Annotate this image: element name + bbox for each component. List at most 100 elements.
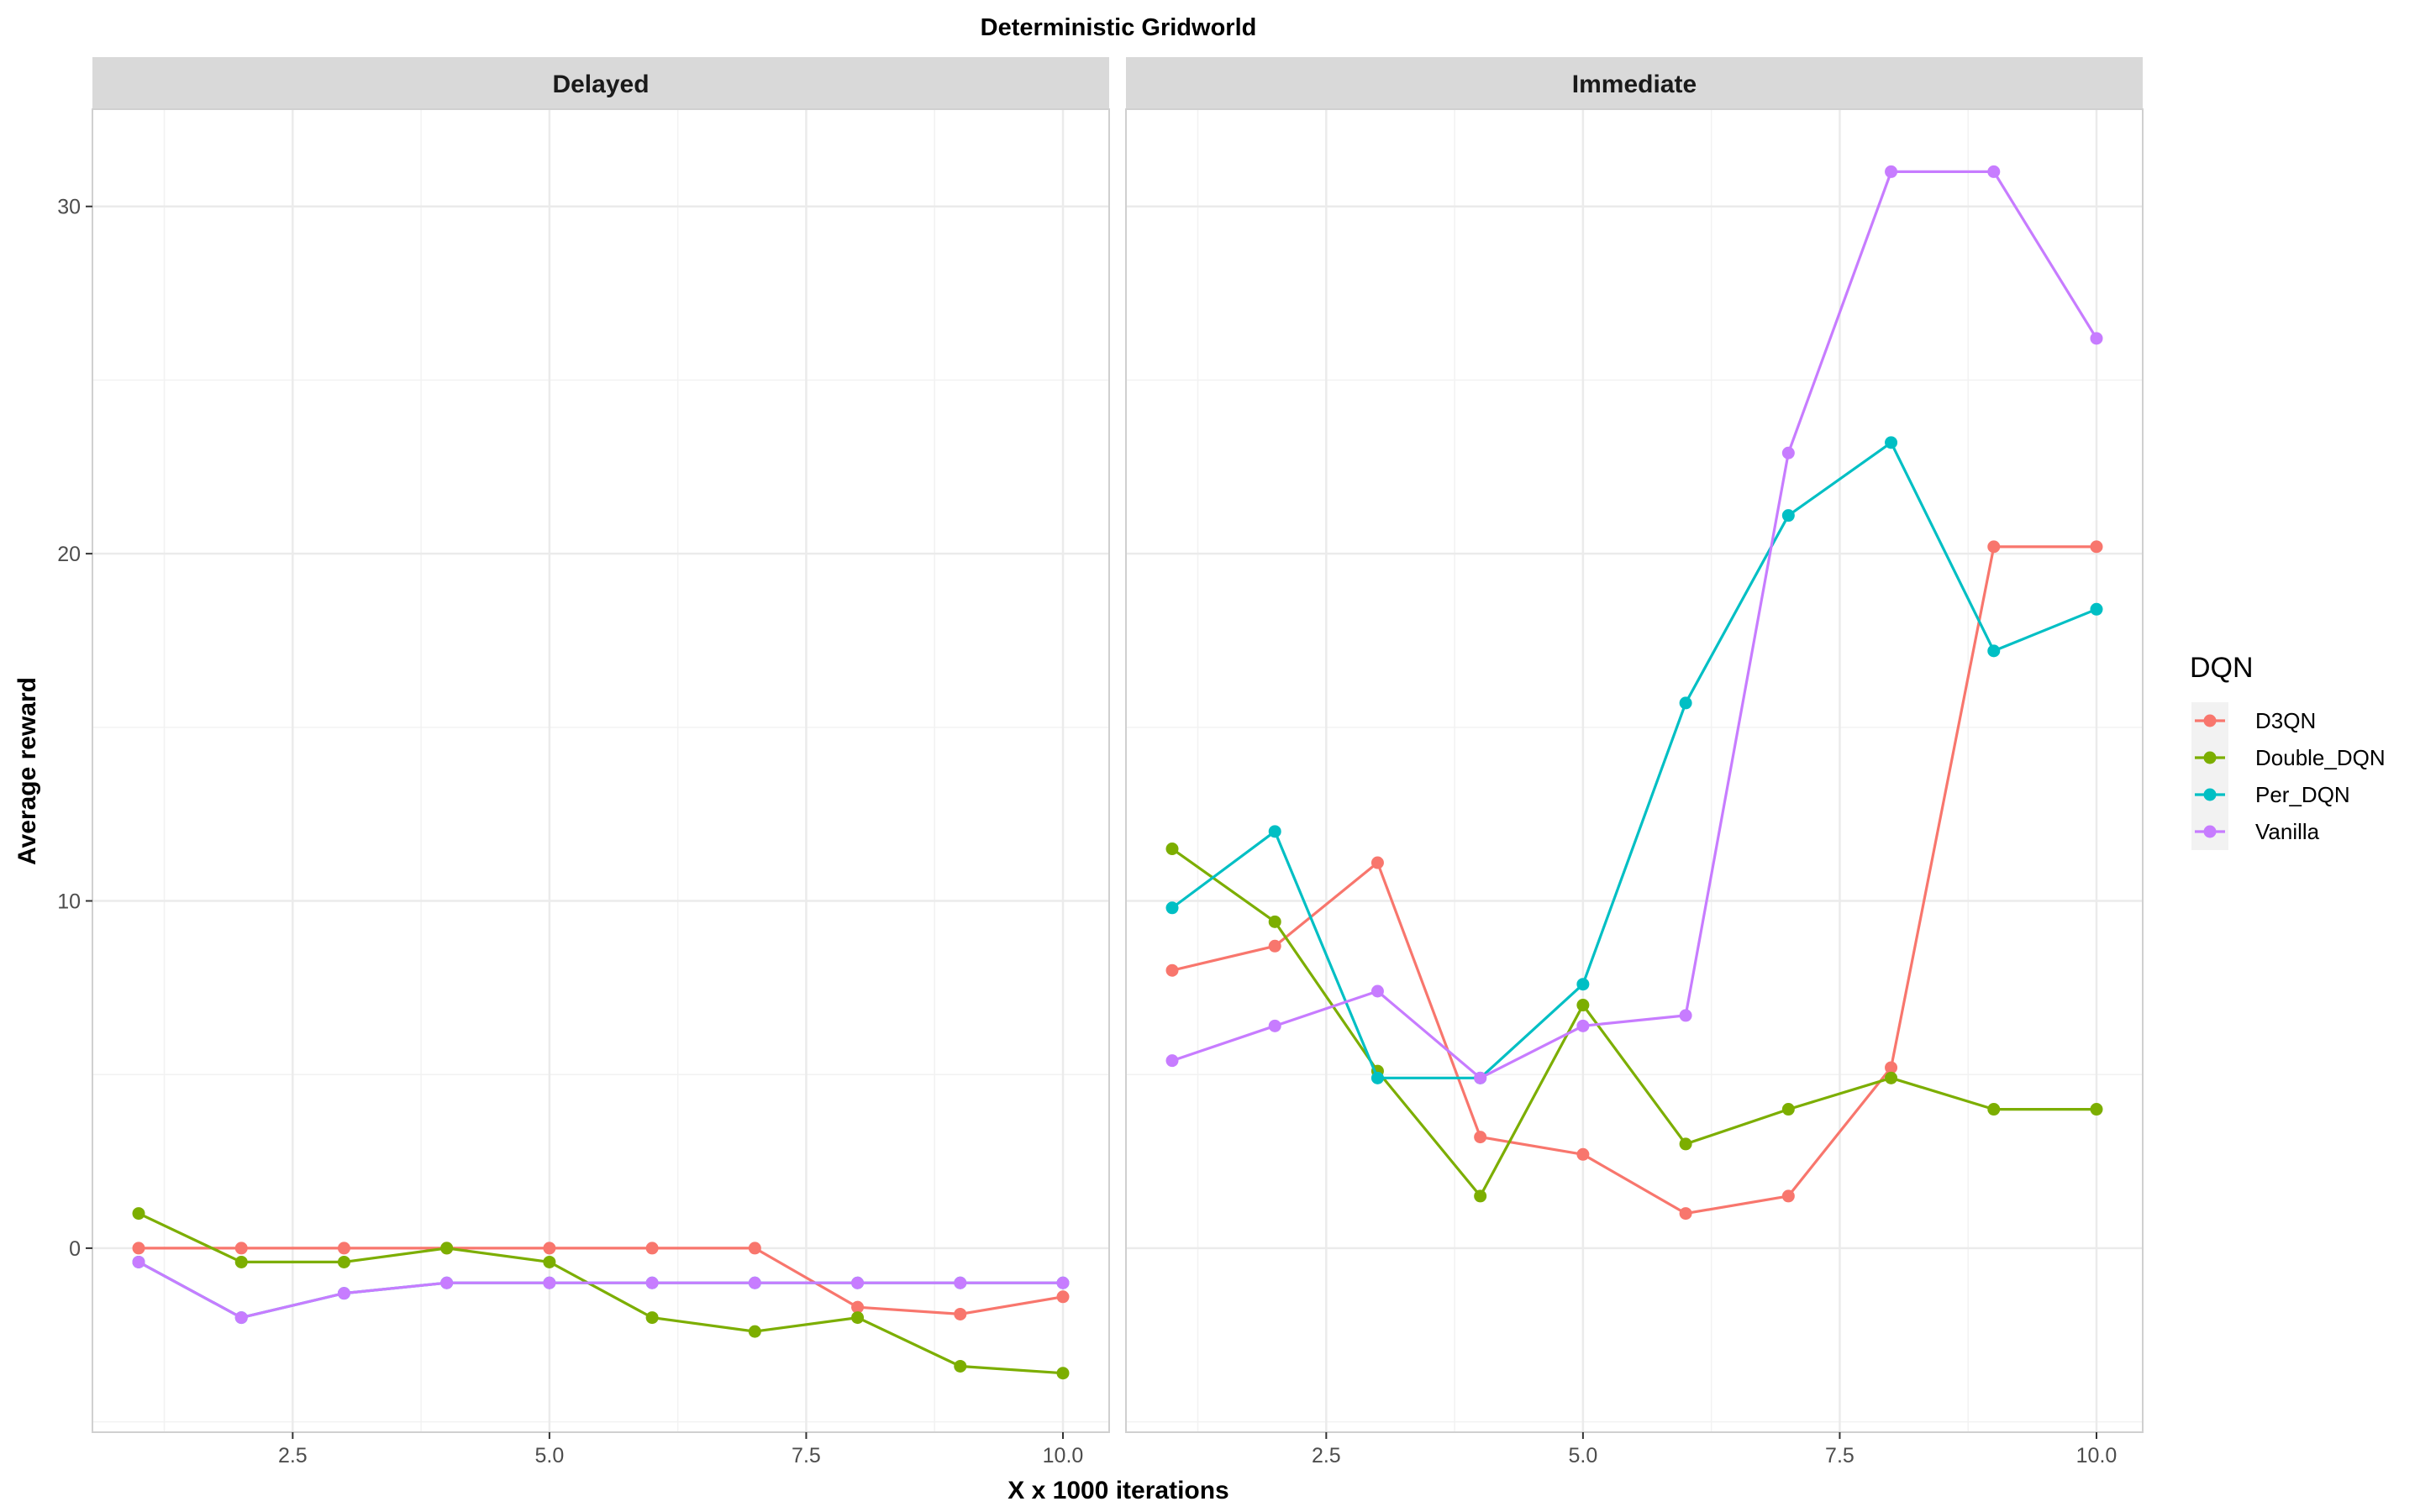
legend-label: D3QN	[2255, 708, 2316, 733]
data-point-d3qn	[543, 1242, 556, 1255]
legend-title: DQN	[2190, 652, 2254, 684]
x-axis-delayed: 2.5 5.0 7.5 10.0	[278, 1432, 1083, 1467]
data-point-double-dqn	[1576, 999, 1590, 1012]
data-point-double-dqn	[1885, 1071, 1898, 1084]
strip-label-immediate: Immediate	[1572, 71, 1697, 98]
series-line-vanilla	[138, 1260, 1063, 1320]
data-point-vanilla	[954, 1276, 967, 1289]
data-point-d3qn	[132, 1242, 145, 1255]
panel-border-immediate	[1125, 108, 2144, 1433]
data-point-double-dqn	[234, 1255, 248, 1268]
strip-delayed	[92, 57, 1109, 109]
data-point-d3qn	[1474, 1131, 1487, 1144]
data-point-double-dqn	[1679, 1137, 1692, 1151]
data-point-vanilla	[645, 1276, 659, 1289]
data-point-vanilla	[1679, 1009, 1692, 1022]
data-point-d3qn	[1576, 1147, 1590, 1161]
plot-area-immediate	[1126, 109, 2143, 1432]
series-line-d3qn	[1171, 545, 2096, 1215]
series-line-double-dqn	[1171, 848, 2096, 1198]
series-delayed-d3qn	[132, 1242, 1070, 1320]
data-point-double-dqn	[748, 1325, 761, 1338]
gridlines-immediate	[1126, 109, 2143, 1432]
data-point-d3qn	[851, 1300, 865, 1314]
x-axis-title: X x 1000 iterations	[1007, 1477, 1228, 1504]
y-tick-label: 20	[57, 543, 81, 566]
data-point-double-dqn	[1474, 1189, 1487, 1203]
data-point-vanilla	[1987, 165, 2001, 178]
data-point-vanilla	[543, 1276, 556, 1289]
panel-border-delayed	[92, 108, 1110, 1433]
legend-label: Vanilla	[2255, 819, 2320, 844]
data-point-double-dqn	[132, 1207, 145, 1221]
data-point-d3qn	[337, 1242, 350, 1255]
panel-immediate: Immediate 2.5 5.0 7.5 10.0	[1125, 57, 2144, 1467]
x-tick-label: 7.5	[792, 1444, 821, 1467]
data-point-vanilla	[1576, 1019, 1590, 1032]
data-point-vanilla	[748, 1276, 761, 1289]
data-point-vanilla	[1268, 1019, 1281, 1032]
data-point-per-dqn	[1885, 436, 1898, 449]
legend-key-point	[2203, 825, 2217, 838]
y-axis-title: Average reward	[13, 677, 41, 865]
strip-label-delayed: Delayed	[552, 71, 649, 98]
x-tick-label: 5.0	[535, 1444, 565, 1467]
data-point-double-dqn	[2090, 1103, 2103, 1116]
series-delayed-double-dqn	[132, 1207, 1070, 1380]
data-point-d3qn	[748, 1242, 761, 1255]
data-point-double-dqn	[1056, 1367, 1070, 1380]
data-point-per-dqn	[1370, 1071, 1384, 1084]
plot-area-delayed	[92, 109, 1109, 1432]
series-immediate-d3qn	[1165, 540, 2103, 1221]
legend-item-d3qn: D3QN	[2191, 702, 2316, 739]
data-point-d3qn	[1056, 1290, 1070, 1304]
data-point-d3qn	[954, 1307, 967, 1320]
series-immediate-double-dqn	[1165, 843, 2103, 1203]
legend-item-vanilla: Vanilla	[2191, 813, 2320, 850]
legend-label: Double_DQN	[2255, 745, 2386, 770]
data-point-vanilla	[2090, 332, 2103, 345]
data-point-double-dqn	[1781, 1103, 1795, 1116]
y-tick-label: 10	[57, 890, 81, 914]
x-tick-label: 10.0	[2076, 1444, 2118, 1467]
data-point-per-dqn	[1987, 644, 2001, 658]
panels: Delayed 2.5 5.0 7.5 10.0 0 10 20 30 Immediate 2.5 5…	[57, 57, 2144, 1467]
data-point-double-dqn	[1268, 915, 1281, 928]
data-point-per-dqn	[1679, 696, 1692, 710]
legend-item-per-dqn: Per_DQN	[2191, 776, 2350, 813]
data-point-d3qn	[1987, 540, 2001, 554]
series-line-double-dqn	[138, 1212, 1064, 1375]
data-point-double-dqn	[337, 1255, 350, 1268]
x-tick-label: 7.5	[1825, 1444, 1854, 1467]
data-point-d3qn	[1885, 1061, 1898, 1074]
data-point-vanilla	[440, 1276, 454, 1289]
data-point-vanilla	[851, 1276, 865, 1289]
data-point-d3qn	[1268, 939, 1281, 953]
data-point-vanilla	[1165, 1054, 1179, 1068]
series-line-d3qn	[139, 1247, 1064, 1316]
x-tick-label: 2.5	[1312, 1444, 1341, 1467]
data-point-d3qn	[2090, 540, 2103, 554]
series-line-vanilla	[1171, 170, 2098, 1079]
data-point-d3qn	[645, 1242, 659, 1255]
strip-immediate	[1126, 57, 2143, 109]
data-point-per-dqn	[1268, 825, 1281, 838]
data-point-double-dqn	[851, 1311, 865, 1325]
x-tick-label: 5.0	[1569, 1444, 1598, 1467]
y-tick-label: 0	[69, 1237, 81, 1261]
data-point-d3qn	[234, 1242, 248, 1255]
x-tick-label: 10.0	[1043, 1444, 1084, 1467]
series-immediate-per-dqn	[1165, 436, 2103, 1084]
data-point-vanilla	[1370, 984, 1384, 998]
series-delayed-vanilla	[132, 1255, 1070, 1325]
data-point-per-dqn	[1781, 509, 1795, 522]
x-axis-immediate: 2.5 5.0 7.5 10.0	[1312, 1432, 2117, 1467]
data-point-per-dqn	[1165, 901, 1179, 915]
data-point-vanilla	[337, 1287, 350, 1300]
y-axis: 0 10 20 30	[57, 196, 92, 1261]
panel-delayed: Delayed 2.5 5.0 7.5 10.0 0 10 20 30	[57, 57, 1110, 1467]
x-tick-label: 2.5	[278, 1444, 308, 1467]
data-point-double-dqn	[440, 1242, 454, 1255]
data-point-vanilla	[1056, 1276, 1070, 1289]
